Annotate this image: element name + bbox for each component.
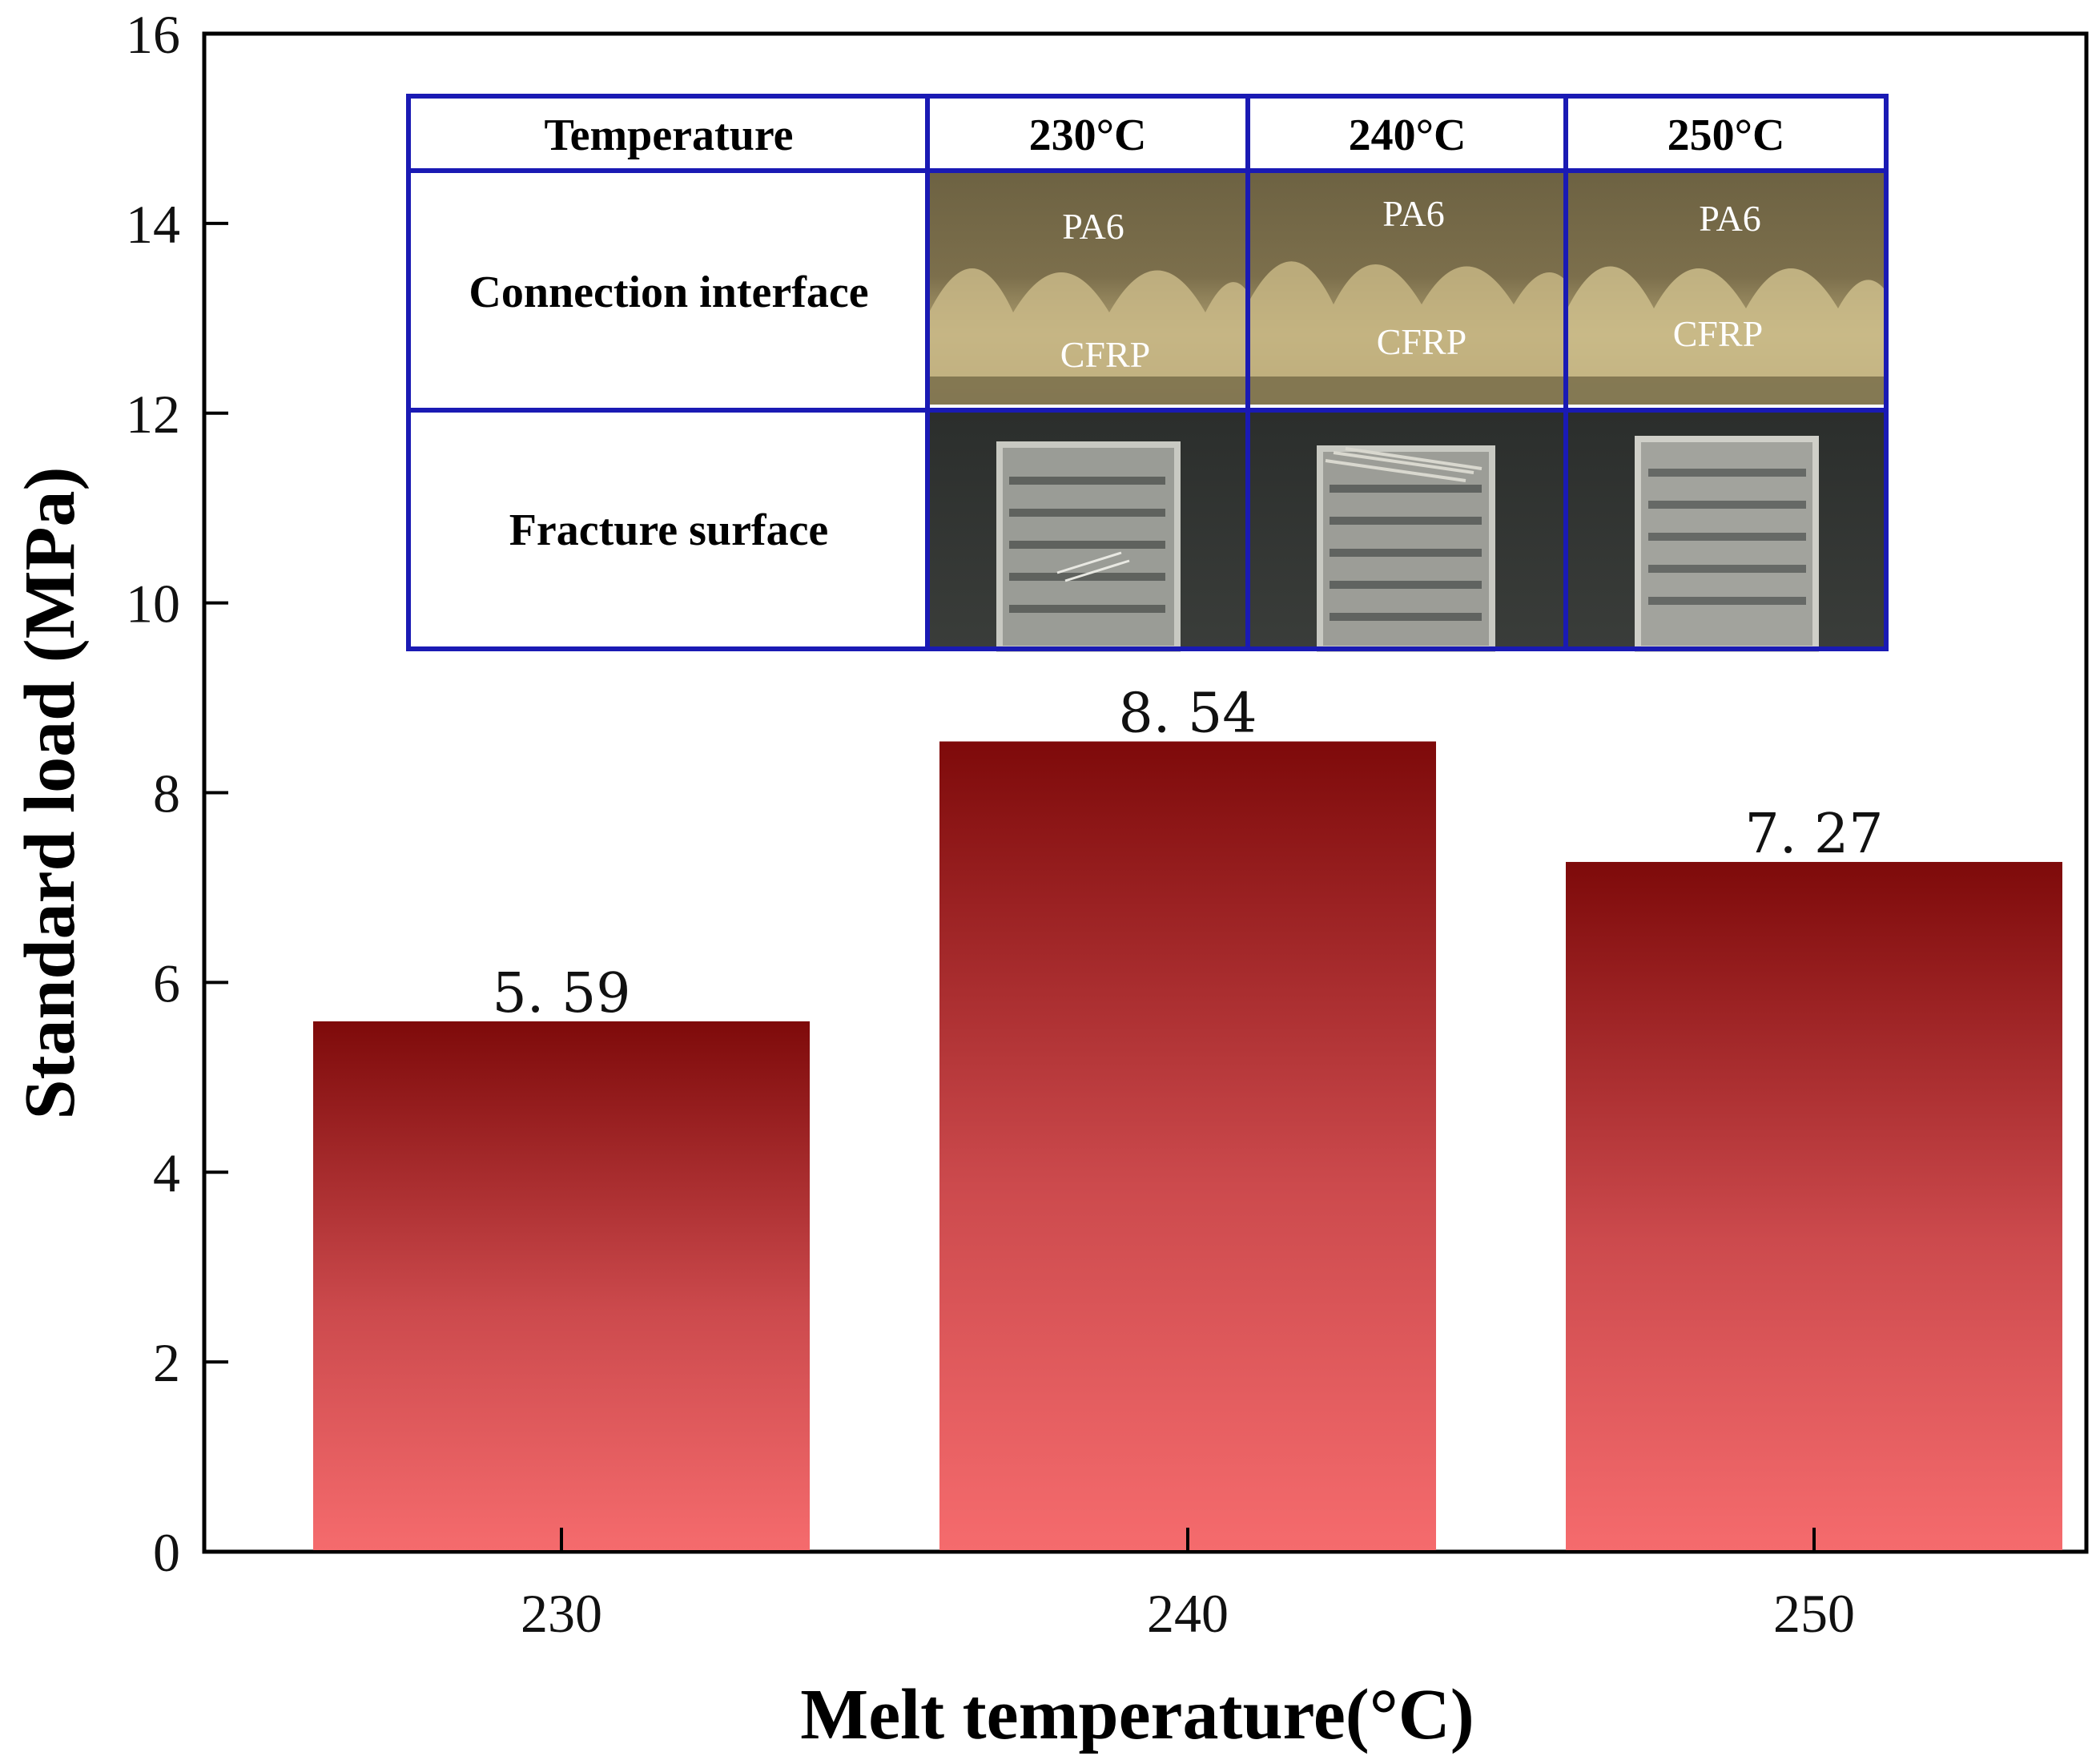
data-label-240: 8. 54 bbox=[1118, 683, 1257, 746]
fracture-image-240 bbox=[1249, 413, 1566, 652]
interface-label-pa6-240: PA6 bbox=[1382, 193, 1445, 234]
interface-image-240 bbox=[1249, 172, 1566, 405]
y-axis: 0 2 4 6 8 10 12 14 16 bbox=[126, 4, 228, 1583]
y-tick-label-8: 8 bbox=[153, 763, 180, 824]
table-header-230: 230°C bbox=[1029, 111, 1147, 160]
table-header-250: 250°C bbox=[1668, 111, 1785, 160]
data-label-250: 7. 27 bbox=[1744, 803, 1883, 866]
y-tick-label-2: 2 bbox=[153, 1332, 180, 1393]
bar-230 bbox=[313, 1021, 810, 1550]
interface-image-230 bbox=[929, 172, 1248, 405]
y-tick-label-6: 6 bbox=[153, 952, 180, 1013]
bar-250 bbox=[1566, 861, 2062, 1550]
y-axis-title: Standard load (MPa) bbox=[10, 466, 90, 1119]
inset-table: PA6 CFRP PA6 CFRP PA6 CFRP bbox=[406, 94, 1889, 652]
fracture-image-250 bbox=[1567, 413, 1884, 652]
bar-240 bbox=[939, 741, 1436, 1550]
interface-image-250 bbox=[1567, 172, 1884, 405]
interface-label-cfrp-240: CFRP bbox=[1377, 321, 1467, 362]
table-row-fracture-surface: Fracture surface bbox=[509, 505, 829, 555]
interface-label-pa6-250: PA6 bbox=[1699, 198, 1761, 239]
table-border bbox=[406, 94, 1889, 651]
x-tick-label-230: 230 bbox=[521, 1583, 602, 1644]
y-tick-label-16: 16 bbox=[126, 4, 180, 65]
y-tick-label-14: 14 bbox=[126, 194, 180, 255]
x-tick-label-240: 240 bbox=[1147, 1583, 1229, 1644]
bars-layer: 5. 59 8. 54 7. 27 bbox=[313, 683, 2062, 1550]
y-tick-label-12: 12 bbox=[126, 384, 180, 445]
y-tick-label-4: 4 bbox=[153, 1142, 180, 1203]
x-axis-title: Melt temperature(°C) bbox=[800, 1675, 1474, 1754]
fracture-image-230 bbox=[929, 413, 1248, 652]
table-header-temperature: Temperature bbox=[544, 111, 793, 160]
interface-label-pa6-230: PA6 bbox=[1062, 206, 1124, 247]
table-row-connection-interface: Connection interface bbox=[469, 268, 868, 317]
y-tick-label-0: 0 bbox=[153, 1522, 180, 1583]
interface-label-cfrp-230: CFRP bbox=[1060, 334, 1151, 375]
table-header-240: 240°C bbox=[1349, 111, 1466, 160]
x-tick-label-250: 250 bbox=[1773, 1583, 1855, 1644]
data-label-230: 5. 59 bbox=[492, 962, 630, 1025]
x-axis: 230 240 250 bbox=[521, 1528, 1855, 1644]
y-tick-label-10: 10 bbox=[126, 574, 180, 634]
interface-label-cfrp-250: CFRP bbox=[1673, 313, 1764, 354]
